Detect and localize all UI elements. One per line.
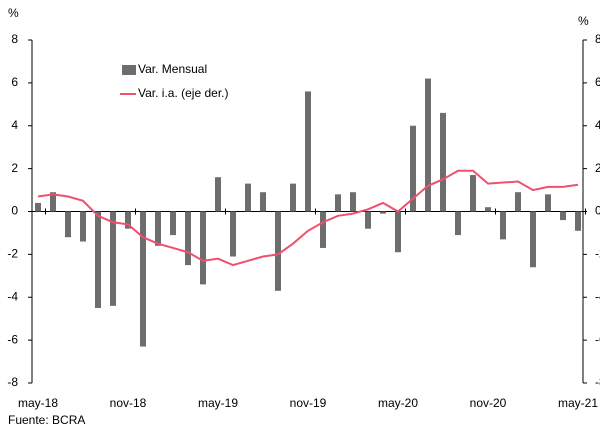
x-tick-label: may-20 — [378, 396, 418, 410]
x-tick-label: may-19 — [198, 396, 238, 410]
y-unit: % — [8, 6, 19, 20]
bar — [155, 211, 161, 246]
bar — [125, 211, 131, 229]
bar — [80, 211, 86, 242]
bar — [110, 211, 116, 306]
source: Fuente: BCRA — [8, 413, 85, 427]
bar — [260, 192, 266, 212]
y-tick-label: -2 — [7, 247, 18, 261]
bar — [515, 192, 521, 212]
bar — [245, 183, 251, 212]
bar — [140, 211, 146, 347]
bar — [380, 211, 386, 214]
y2-tick-label: 0 — [595, 204, 600, 218]
y-tick-label: 8 — [11, 32, 18, 46]
y-tick-label: -8 — [7, 375, 18, 389]
y2-unit: % — [578, 14, 589, 28]
bar — [365, 211, 371, 229]
y-tick-label: -4 — [7, 289, 18, 303]
x-tick-label: may-18 — [18, 396, 58, 410]
y2-tick-label: -2 — [595, 247, 600, 261]
bar — [65, 211, 71, 238]
legend-label: Var. i.a. (eje der.) — [138, 86, 229, 100]
y2-tick-label: -8 — [595, 375, 600, 389]
bar — [35, 202, 41, 212]
legend-label: Var. Mensual — [138, 62, 207, 76]
bar — [335, 194, 341, 212]
bar — [230, 211, 236, 257]
bar — [455, 211, 461, 236]
x-tick-label: nov-18 — [110, 396, 147, 410]
bar — [170, 211, 176, 236]
bar — [395, 211, 401, 253]
x-tick-label: may-21 — [558, 396, 598, 410]
bar — [530, 211, 536, 268]
bar — [215, 177, 221, 212]
x-tick-label: nov-20 — [470, 396, 507, 410]
bar — [440, 112, 446, 212]
x-tick-label: nov-19 — [290, 396, 327, 410]
bar — [425, 78, 431, 212]
y-tick-label: 6 — [11, 75, 18, 89]
bar — [185, 211, 191, 266]
bar — [305, 91, 311, 212]
bar — [50, 192, 56, 212]
bar — [545, 194, 551, 212]
bar — [575, 211, 581, 231]
bar — [290, 183, 296, 212]
y2-tick-label: -6 — [595, 332, 600, 346]
y-tick-label: 2 — [11, 161, 18, 175]
line — [37, 169, 579, 267]
y2-tick-label: -4 — [595, 289, 600, 303]
y2-tick-label: 2 — [595, 161, 600, 175]
bar — [500, 211, 506, 240]
bar — [350, 192, 356, 212]
bar — [410, 125, 416, 212]
bar — [470, 175, 476, 212]
bar — [275, 211, 281, 291]
bar — [200, 211, 206, 285]
y2-tick-label: 8 — [595, 32, 600, 46]
y2-tick-label: 6 — [595, 75, 600, 89]
bar — [560, 211, 566, 221]
bar — [485, 207, 491, 212]
legend-swatch — [122, 65, 136, 75]
y-tick-label: 4 — [11, 118, 18, 132]
bar — [320, 211, 326, 248]
y2-tick-label: 4 — [595, 118, 600, 132]
y-tick-label: -6 — [7, 332, 18, 346]
y-tick-label: 0 — [11, 204, 18, 218]
bar — [95, 211, 101, 308]
